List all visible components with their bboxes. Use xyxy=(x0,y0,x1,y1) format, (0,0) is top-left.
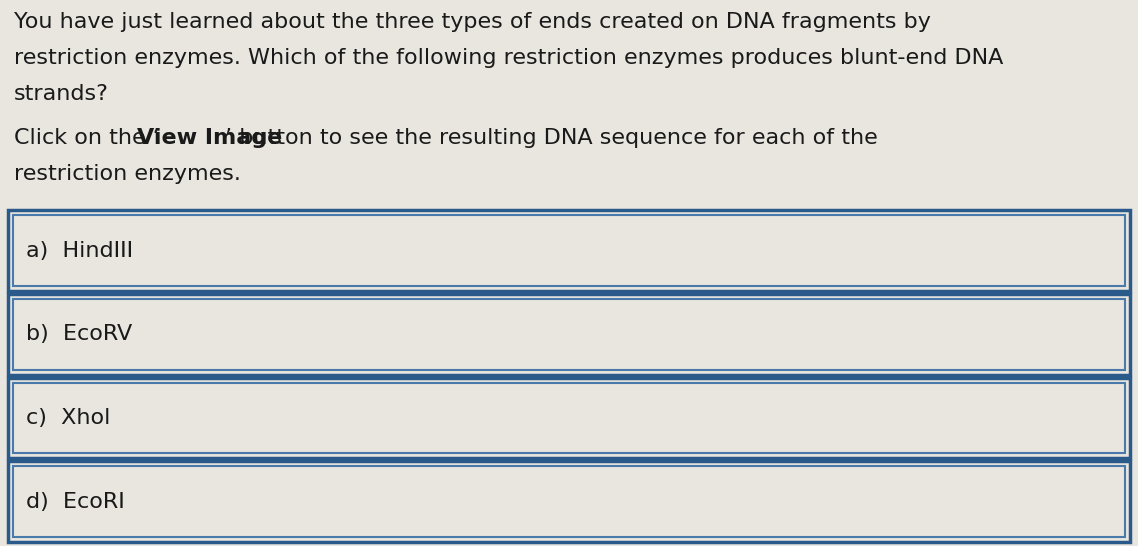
Text: Click on the ‘: Click on the ‘ xyxy=(14,128,159,148)
Text: restriction enzymes. Which of the following restriction enzymes produces blunt-e: restriction enzymes. Which of the follow… xyxy=(14,48,1004,68)
Text: c)  Xhol: c) Xhol xyxy=(26,408,110,428)
Text: View Image: View Image xyxy=(138,128,282,148)
Polygon shape xyxy=(8,461,1130,542)
Text: strands?: strands? xyxy=(14,84,109,104)
Text: a)  HindIII: a) HindIII xyxy=(26,241,133,260)
Polygon shape xyxy=(8,377,1130,458)
Text: d)  EcoRI: d) EcoRI xyxy=(26,492,125,512)
Text: b)  EcoRV: b) EcoRV xyxy=(26,324,132,345)
Polygon shape xyxy=(8,210,1130,291)
Text: restriction enzymes.: restriction enzymes. xyxy=(14,164,241,184)
Text: ’ button to see the resulting DNA sequence for each of the: ’ button to see the resulting DNA sequen… xyxy=(225,128,877,148)
Text: You have just learned about the three types of ends created on DNA fragments by: You have just learned about the three ty… xyxy=(14,12,931,32)
Polygon shape xyxy=(8,294,1130,375)
